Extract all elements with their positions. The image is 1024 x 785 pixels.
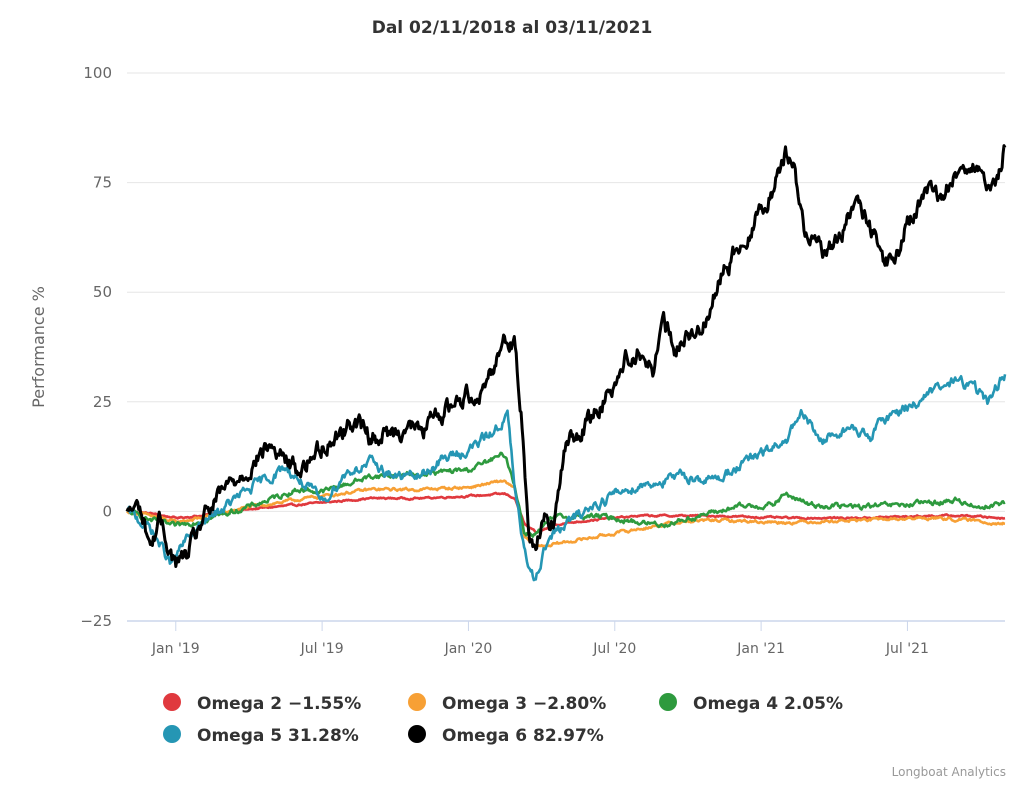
y-axis-ticks: 100 75 50 25 0 −25 xyxy=(80,64,112,630)
legend-item-omega-4[interactable]: Omega 4 2.05% xyxy=(659,693,843,714)
x-axis-ticks: Jan '19 Jul '19 Jan '20 Jul '20 Jan '21 Jul '… xyxy=(151,621,929,657)
x-tick-label: Jul '19 xyxy=(300,641,344,657)
x-tick-label: Jul '20 xyxy=(592,641,636,657)
series-line-omega-2[interactable] xyxy=(126,491,1006,535)
legend-label: Omega 5 31.28% xyxy=(197,726,359,746)
legend-marker-icon xyxy=(163,693,181,711)
series-line-omega-3[interactable] xyxy=(126,479,1006,548)
legend-label: Omega 3 −2.80% xyxy=(442,694,606,714)
legend-item-omega-5[interactable]: Omega 5 31.28% xyxy=(163,725,359,746)
y-tick-label: −25 xyxy=(80,612,112,630)
legend-item-omega-2[interactable]: Omega 2 −1.55% xyxy=(163,693,361,714)
legend-label: Omega 4 2.05% xyxy=(693,694,843,714)
x-tick-label: Jul '21 xyxy=(885,641,929,657)
chart-title: Dal 02/11/2018 al 03/11/2021 xyxy=(372,18,653,38)
legend-marker-icon xyxy=(408,725,426,743)
y-tick-label: 0 xyxy=(102,502,112,520)
grid-lines xyxy=(127,72,1005,512)
series-line-omega-5[interactable] xyxy=(125,374,1007,582)
legend-item-omega-3[interactable]: Omega 3 −2.80% xyxy=(408,693,606,714)
x-tick-label: Jan '21 xyxy=(736,641,785,657)
y-tick-label: 25 xyxy=(93,393,112,411)
series-line-omega-4[interactable] xyxy=(125,451,1006,538)
legend-label: Omega 2 −1.55% xyxy=(197,694,361,714)
y-tick-label: 100 xyxy=(83,64,112,82)
x-tick-label: Jan '19 xyxy=(151,641,200,657)
x-tick-label: Jan '20 xyxy=(444,641,493,657)
series-lines xyxy=(125,144,1007,582)
legend-marker-icon xyxy=(659,693,677,711)
y-axis-label: Performance % xyxy=(29,286,48,408)
legend-marker-icon xyxy=(408,693,426,711)
credits-label[interactable]: Longboat Analytics xyxy=(892,765,1006,779)
legend-item-omega-6[interactable]: Omega 6 82.97% xyxy=(408,725,604,746)
legend-marker-icon xyxy=(163,725,181,743)
series-line-omega-6[interactable] xyxy=(125,144,1007,568)
legend: Omega 2 −1.55% Omega 3 −2.80% Omega 4 2.05… xyxy=(163,693,843,746)
y-tick-label: 50 xyxy=(93,283,112,301)
legend-label: Omega 6 82.97% xyxy=(442,726,604,746)
y-tick-label: 75 xyxy=(93,174,112,192)
